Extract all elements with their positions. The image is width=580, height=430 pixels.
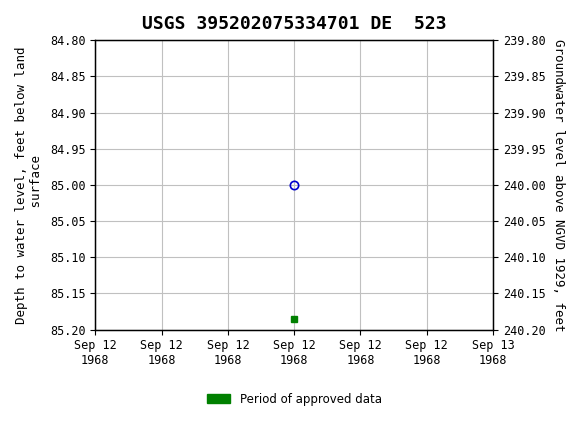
Y-axis label: Groundwater level above NGVD 1929, feet: Groundwater level above NGVD 1929, feet (552, 39, 565, 331)
Legend: Period of approved data: Period of approved data (202, 388, 386, 410)
Title: USGS 395202075334701 DE  523: USGS 395202075334701 DE 523 (142, 15, 447, 33)
Y-axis label: Depth to water level, feet below land
 surface: Depth to water level, feet below land su… (15, 46, 43, 324)
Text: ≡USGS: ≡USGS (99, 18, 176, 37)
